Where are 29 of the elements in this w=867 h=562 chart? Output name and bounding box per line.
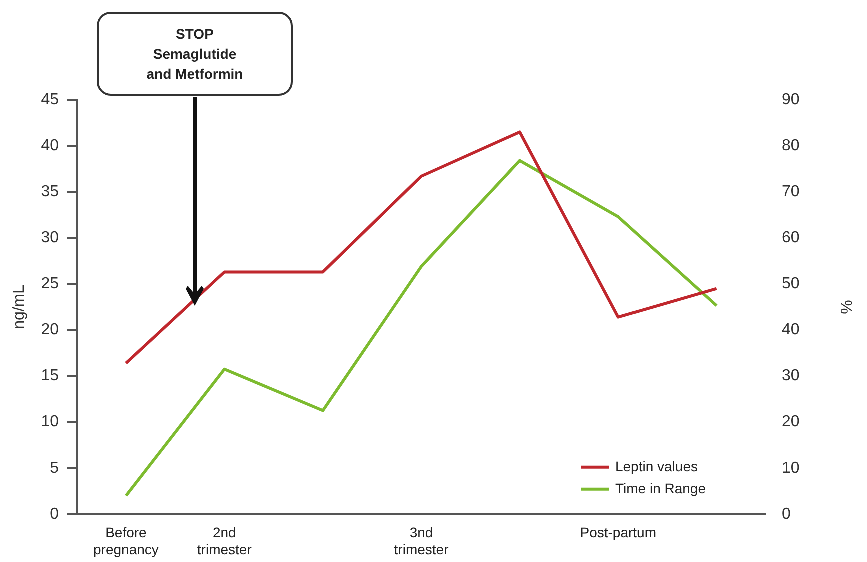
y2-tick-label: 10	[782, 460, 800, 477]
y2-tick-label: 70	[782, 183, 800, 200]
y2-tick-label: 30	[782, 368, 800, 385]
x-tick-label: 3nd trimester	[394, 524, 450, 558]
y2-tick-label: 0	[782, 506, 792, 523]
x-tick-label: Post-partum	[580, 524, 656, 541]
y-tick-label: 10	[41, 414, 60, 431]
y-tick-label: 15	[41, 368, 60, 385]
y2-tick-label: 80	[782, 137, 800, 154]
legend-label: Leptin values	[615, 458, 698, 474]
legend-label: Time in Range	[615, 480, 706, 496]
x-tick-label: 2nd trimester	[197, 524, 252, 558]
y-tick-label: 0	[50, 506, 60, 523]
y2-tick-label: 90	[782, 91, 800, 108]
y-axis-title: ng/mL	[11, 284, 28, 330]
y-tick-label: 45	[41, 91, 60, 108]
y-tick-label: 30	[41, 230, 60, 247]
y-tick-label: 5	[50, 460, 60, 477]
y-tick-label: 35	[41, 183, 60, 200]
x-tick-label: Before pregnancy	[94, 524, 159, 558]
y-tick-label: 25	[41, 276, 60, 293]
y2-axis-title: %	[836, 300, 854, 314]
y2-tick-label: 20	[782, 414, 800, 431]
y-tick-label: 20	[41, 322, 60, 339]
y2-tick-label: 40	[782, 322, 800, 339]
y-tick-label: 40	[41, 137, 60, 154]
y2-tick-label: 60	[782, 230, 800, 247]
text: STOP Semaglutide and Metformin	[97, 12, 293, 96]
y2-tick-label: 50	[782, 276, 800, 293]
